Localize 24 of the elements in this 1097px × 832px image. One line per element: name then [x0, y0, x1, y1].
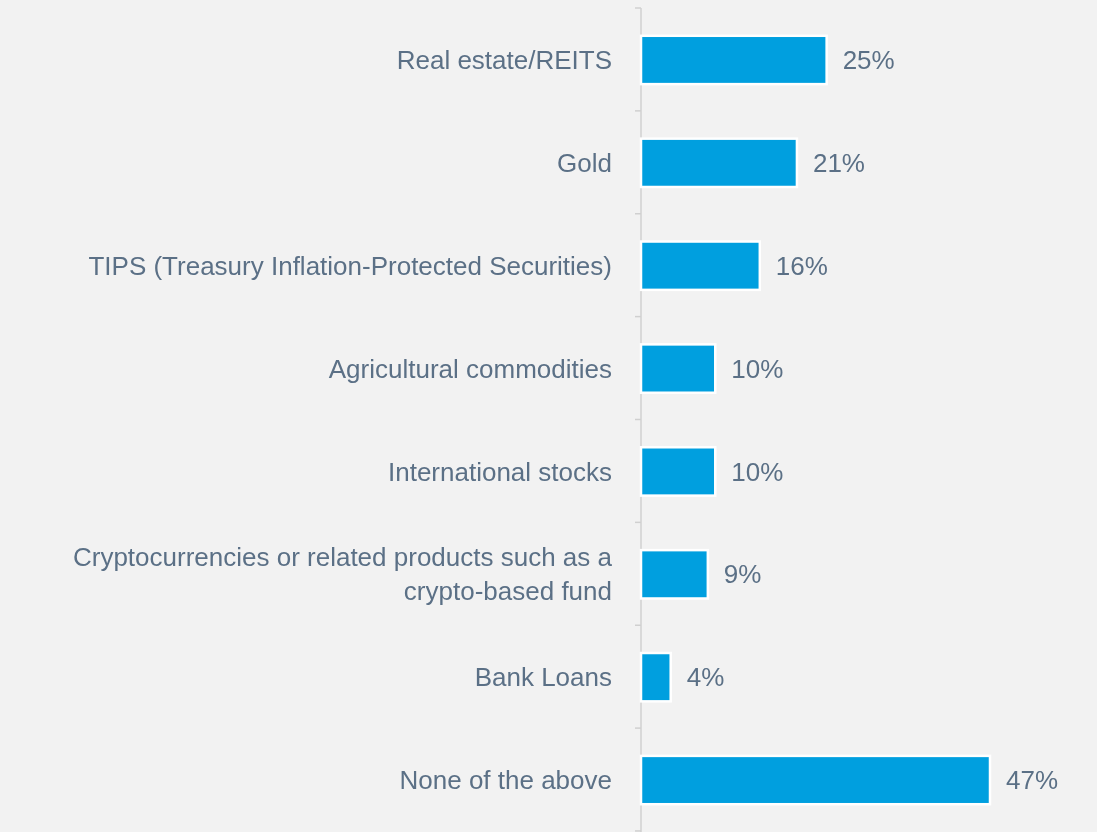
y-tick-label: International stocks — [387, 456, 612, 487]
bar — [639, 754, 992, 806]
data-label: 25% — [842, 45, 895, 76]
y-tick-label: Bank Loans — [474, 662, 612, 693]
bar — [639, 34, 828, 86]
bar — [639, 548, 710, 600]
data-label: 47% — [1006, 765, 1059, 796]
data-label: 10% — [731, 353, 784, 384]
y-tick-label: None of the above — [399, 765, 612, 796]
bar — [639, 446, 717, 497]
y-tick-label: Real estate/REITS — [396, 45, 612, 76]
bar — [639, 240, 762, 292]
y-tick-label: Cryptocurrencies or related products such as a crypto-based fund — [72, 542, 613, 607]
y-tick-label: Agricultural commodities — [328, 353, 612, 384]
data-label: 21% — [812, 147, 865, 178]
bar — [639, 343, 717, 394]
bar — [639, 137, 799, 189]
data-label: 9% — [723, 559, 762, 590]
data-label: 10% — [731, 456, 784, 487]
data-label: 16% — [775, 250, 828, 281]
y-tick-label: Gold — [557, 147, 612, 178]
data-label: 4% — [686, 662, 725, 693]
y-tick-label: TIPS (Treasury Inflation-Protected Securities) — [88, 250, 612, 281]
bar — [639, 651, 672, 703]
